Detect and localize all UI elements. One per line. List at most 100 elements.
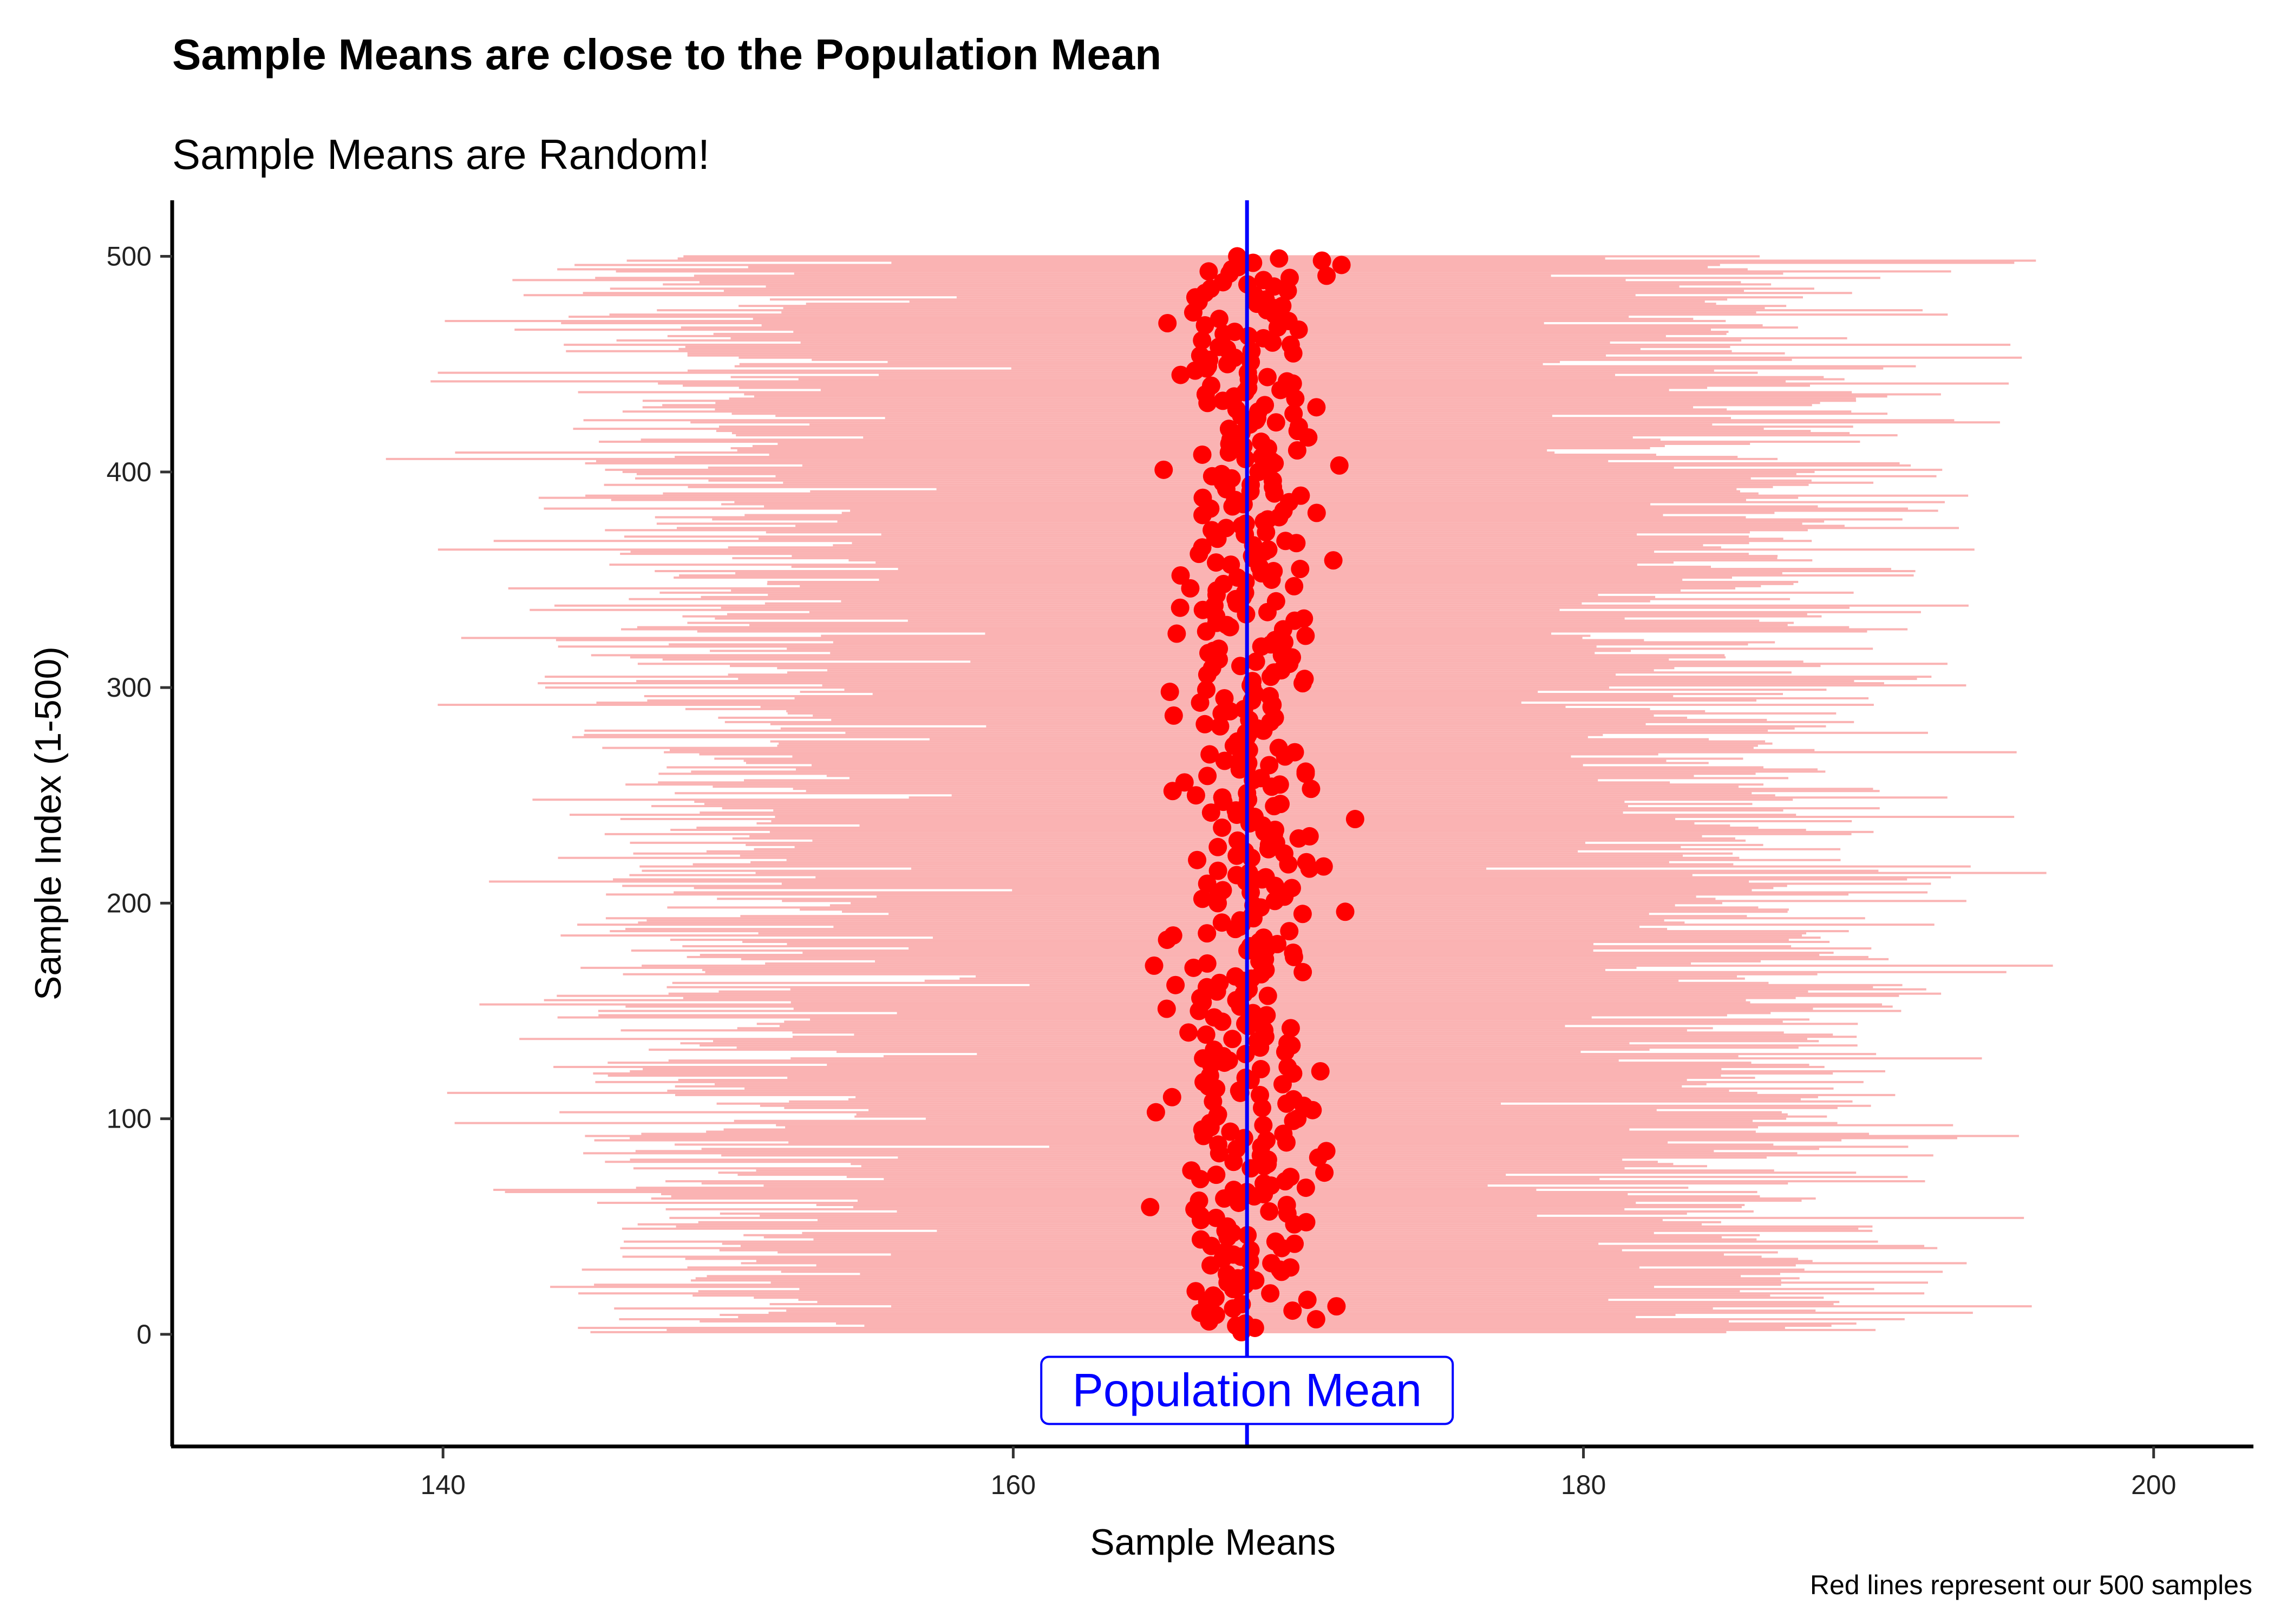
sample-mean-point: [1164, 706, 1183, 725]
sample-range-lines: [385, 255, 2053, 1333]
sample-mean-point: [1193, 889, 1212, 908]
sample-mean-point: [1203, 521, 1221, 540]
sample-mean-point: [1213, 881, 1232, 900]
sample-mean-point: [1298, 1291, 1317, 1309]
sample-mean-point: [1254, 329, 1273, 348]
sample-mean-point: [1212, 464, 1231, 483]
sample-mean-point: [1268, 935, 1287, 954]
sample-mean-point: [1198, 874, 1217, 893]
sample-mean-point: [1281, 1168, 1300, 1187]
sample-mean-point: [1262, 1254, 1281, 1273]
sample-mean-point: [1266, 592, 1285, 611]
sample-mean-point: [1295, 609, 1314, 628]
sample-mean-point: [1293, 905, 1312, 924]
sample-mean-point: [1217, 1265, 1236, 1284]
sample-mean-point: [1195, 316, 1214, 335]
sample-mean-point: [1225, 322, 1244, 341]
sample-mean-point: [1175, 773, 1194, 792]
sample-mean-point: [1284, 404, 1303, 423]
sample-mean-point: [1281, 1019, 1300, 1038]
sample-mean-point: [1199, 262, 1218, 281]
sample-mean-point: [1162, 1088, 1181, 1106]
sample-mean-point: [1223, 1030, 1242, 1049]
sample-mean-point: [1204, 1286, 1223, 1305]
sample-mean-point: [1261, 1284, 1280, 1303]
sample-mean-point: [1317, 266, 1336, 285]
x-tick-label: 180: [1561, 1470, 1606, 1500]
chart-caption: Red lines represent our 500 samples: [1810, 1570, 2252, 1600]
sample-mean-point: [1270, 775, 1289, 794]
sample-mean-point: [1181, 579, 1200, 598]
sample-mean-point: [1210, 310, 1229, 329]
sample-mean-point: [1198, 924, 1217, 943]
sample-mean-point: [1312, 251, 1331, 270]
y-tick-label: 0: [136, 1319, 152, 1350]
sample-mean-point: [1282, 879, 1301, 898]
sample-mean-point: [1258, 368, 1277, 387]
sample-mean-point: [1193, 538, 1212, 557]
sample-mean-point: [1278, 372, 1297, 391]
x-axis-ticks: 140 160 180 200: [421, 1446, 2176, 1500]
sample-mean-point: [1195, 715, 1214, 734]
sample-mean-point: [1215, 751, 1234, 770]
sample-mean-point: [1252, 433, 1271, 451]
sample-mean-point: [1332, 256, 1351, 274]
sample-mean-point: [1186, 786, 1205, 805]
sample-mean-point: [1193, 331, 1212, 350]
sample-mean-point: [1324, 551, 1343, 570]
sample-mean-point: [1141, 1197, 1160, 1216]
sample-mean-point: [1186, 1282, 1205, 1301]
sample-mean-point: [1251, 1085, 1270, 1104]
sample-mean-point: [1209, 1135, 1228, 1154]
sample-mean-point: [1217, 519, 1236, 538]
sample-mean-point: [1345, 810, 1364, 829]
sample-mean-point: [1257, 1006, 1276, 1025]
population-mean-label: Population Mean: [1072, 1364, 1421, 1416]
sample-mean-point: [1208, 861, 1227, 880]
sample-mean-point: [1264, 562, 1283, 581]
sample-mean-point: [1213, 818, 1232, 837]
sample-mean-point: [1280, 922, 1299, 941]
sample-mean-point: [1171, 566, 1190, 585]
sample-mean-point: [1293, 962, 1312, 981]
sample-mean-point: [1277, 1195, 1296, 1214]
sample-mean-point: [1259, 540, 1278, 559]
sample-mean-point: [1306, 1310, 1325, 1329]
sample-mean-point: [1269, 738, 1288, 757]
sample-mean-point: [1205, 1008, 1224, 1027]
sample-mean-point: [1266, 1232, 1285, 1251]
sample-mean-point: [1254, 928, 1273, 947]
sample-mean-point: [1284, 943, 1303, 962]
sample-mean-point: [1251, 1060, 1270, 1079]
sample-mean-point: [1190, 1191, 1208, 1210]
y-tick-label: 300: [107, 672, 152, 703]
sample-mean-point: [1256, 868, 1275, 887]
sample-mean-point: [1246, 652, 1265, 671]
sample-mean-point: [1171, 598, 1190, 617]
sample-mean-point: [1201, 376, 1220, 395]
sample-mean-point: [1226, 967, 1245, 986]
sample-mean-point: [1254, 1116, 1273, 1135]
sample-mean-point: [1278, 1034, 1297, 1053]
sample-mean-point: [1198, 954, 1217, 973]
x-tick-label: 200: [2131, 1470, 2176, 1500]
sample-mean-point: [1258, 986, 1277, 1005]
sample-mean-point: [1206, 1208, 1225, 1227]
sample-mean-point: [1291, 486, 1310, 505]
y-axis-ticks: 0 100 200 300 400 500: [107, 241, 172, 1350]
sample-mean-point: [1254, 271, 1273, 290]
sample-mean-point: [1191, 346, 1210, 365]
sample-mean-point: [1164, 926, 1182, 945]
sample-mean-point: [1188, 850, 1207, 869]
sample-mean-point: [1205, 1040, 1224, 1059]
sample-mean-point: [1307, 398, 1326, 417]
sample-mean-point: [1314, 857, 1333, 876]
sample-mean-point: [1224, 1181, 1243, 1200]
sample-mean-point: [1297, 853, 1316, 872]
sample-mean-point: [1171, 365, 1190, 384]
sample-mean-point: [1296, 1178, 1315, 1197]
sample-mean-point: [1281, 1258, 1300, 1277]
x-tick-label: 160: [991, 1470, 1036, 1500]
sample-mean-point: [1231, 657, 1250, 676]
sample-mean-point: [1214, 574, 1233, 593]
